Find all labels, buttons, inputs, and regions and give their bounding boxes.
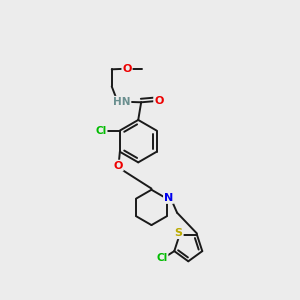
Text: HN: HN [113, 97, 130, 107]
Text: S: S [175, 228, 183, 238]
Text: N: N [164, 193, 173, 203]
Text: Cl: Cl [95, 126, 106, 136]
Text: O: O [154, 96, 164, 106]
Text: O: O [122, 64, 132, 74]
Text: Cl: Cl [156, 253, 167, 263]
Text: O: O [113, 160, 123, 171]
